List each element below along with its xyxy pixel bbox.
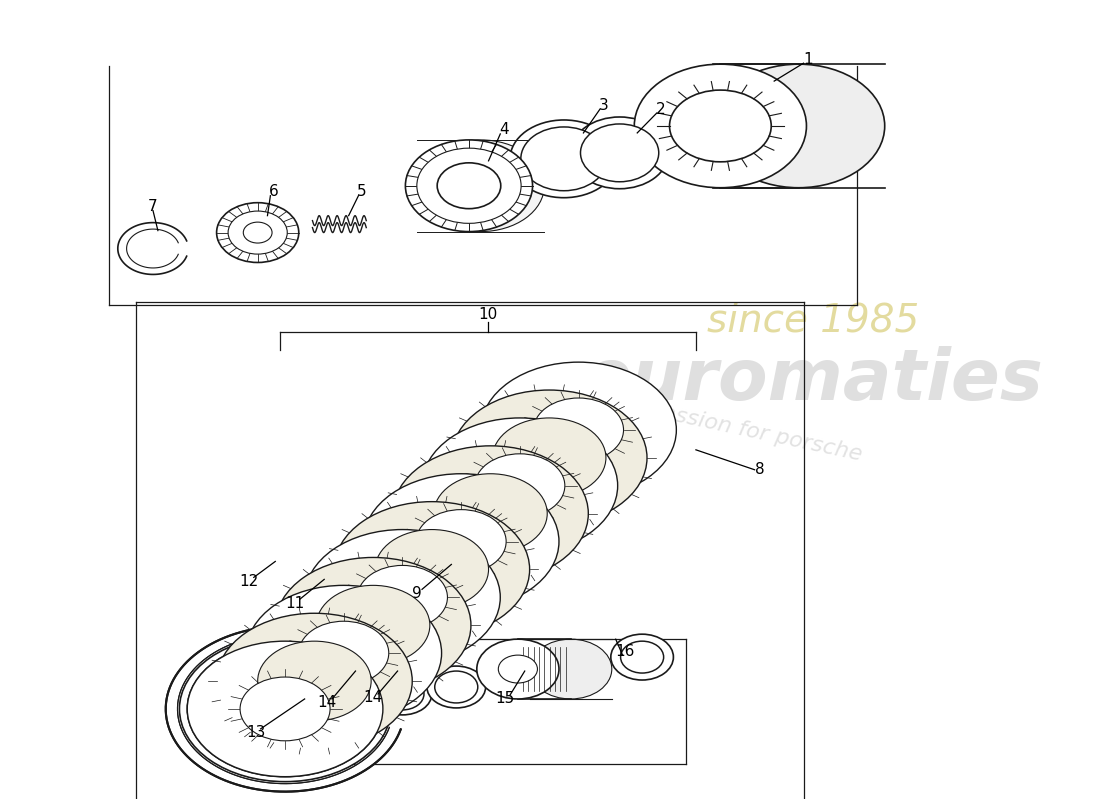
Ellipse shape	[305, 530, 500, 665]
Ellipse shape	[417, 140, 544, 231]
Ellipse shape	[406, 140, 532, 231]
Text: 15: 15	[495, 691, 515, 706]
Ellipse shape	[217, 202, 299, 262]
Text: 14: 14	[363, 690, 383, 706]
Ellipse shape	[571, 117, 669, 189]
Ellipse shape	[416, 510, 506, 574]
Text: 13: 13	[246, 726, 265, 740]
Text: 16: 16	[616, 644, 635, 658]
Text: 10: 10	[477, 306, 497, 322]
Text: since 1985: since 1985	[707, 302, 920, 339]
FancyBboxPatch shape	[295, 684, 353, 724]
Ellipse shape	[481, 362, 676, 498]
Ellipse shape	[433, 474, 547, 554]
Ellipse shape	[534, 398, 624, 462]
Ellipse shape	[498, 655, 538, 683]
Ellipse shape	[520, 127, 607, 190]
Ellipse shape	[476, 639, 559, 699]
Polygon shape	[166, 626, 400, 792]
Ellipse shape	[581, 124, 659, 182]
Ellipse shape	[179, 636, 390, 782]
Ellipse shape	[240, 677, 330, 741]
Ellipse shape	[393, 446, 588, 582]
Ellipse shape	[358, 566, 448, 630]
Ellipse shape	[299, 622, 388, 685]
Ellipse shape	[493, 418, 606, 498]
Ellipse shape	[434, 671, 477, 703]
Ellipse shape	[635, 64, 806, 188]
Ellipse shape	[275, 558, 471, 693]
Ellipse shape	[217, 614, 412, 749]
Ellipse shape	[620, 641, 663, 673]
Text: 12: 12	[240, 574, 258, 589]
Ellipse shape	[373, 673, 432, 715]
Ellipse shape	[317, 586, 430, 665]
Ellipse shape	[670, 90, 771, 162]
Text: 5: 5	[356, 184, 366, 199]
Ellipse shape	[713, 64, 884, 188]
Text: 6: 6	[268, 184, 278, 199]
Ellipse shape	[427, 666, 485, 708]
Ellipse shape	[610, 634, 673, 680]
Text: 14: 14	[318, 695, 337, 710]
Ellipse shape	[381, 678, 424, 710]
Ellipse shape	[451, 390, 647, 526]
Ellipse shape	[334, 502, 529, 637]
Ellipse shape	[187, 641, 383, 777]
Ellipse shape	[228, 211, 287, 254]
Ellipse shape	[375, 530, 488, 610]
Polygon shape	[118, 222, 187, 274]
Ellipse shape	[437, 163, 501, 209]
Ellipse shape	[417, 148, 521, 223]
Text: euromaties: euromaties	[583, 346, 1044, 414]
Ellipse shape	[510, 120, 618, 198]
Ellipse shape	[363, 474, 559, 610]
Text: 1: 1	[804, 52, 813, 66]
Ellipse shape	[257, 641, 371, 721]
Text: 2: 2	[656, 102, 666, 117]
FancyBboxPatch shape	[285, 674, 363, 734]
Text: 7: 7	[148, 199, 157, 214]
Ellipse shape	[529, 639, 612, 699]
Text: 8: 8	[755, 462, 764, 478]
Ellipse shape	[475, 454, 564, 518]
Text: 4: 4	[499, 122, 509, 138]
Ellipse shape	[422, 418, 618, 554]
Ellipse shape	[187, 641, 383, 777]
Ellipse shape	[246, 586, 441, 721]
Text: a passion for porsche: a passion for porsche	[626, 395, 864, 465]
Text: 9: 9	[412, 586, 422, 601]
Text: 3: 3	[600, 98, 608, 113]
Text: 11: 11	[285, 596, 305, 610]
Ellipse shape	[243, 222, 272, 243]
